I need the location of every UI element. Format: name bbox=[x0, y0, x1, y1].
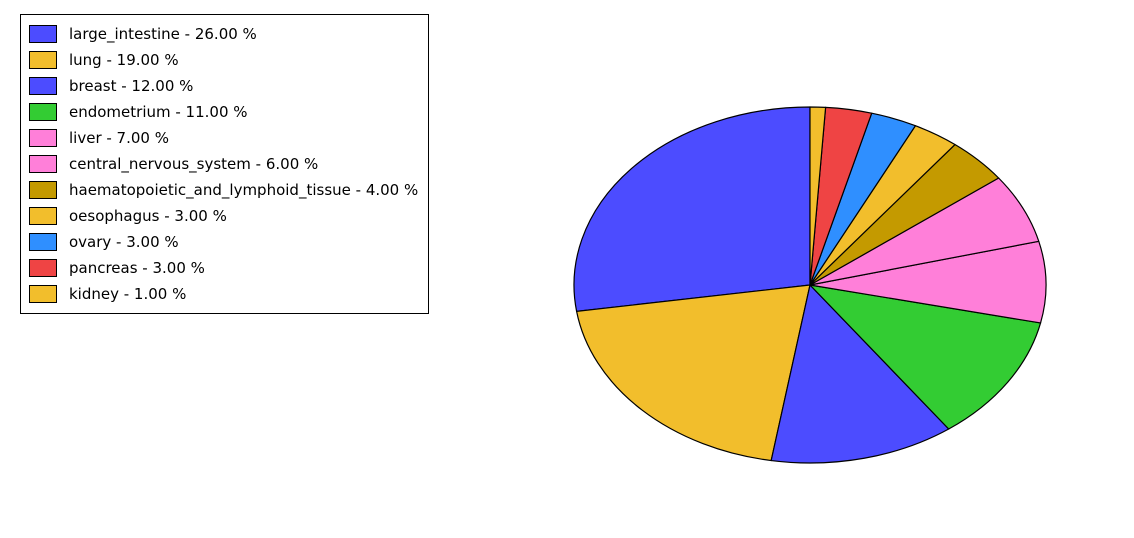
legend-row: oesophagus - 3.00 % bbox=[29, 203, 418, 229]
legend-label: kidney - 1.00 % bbox=[69, 285, 186, 303]
legend-swatch bbox=[29, 207, 57, 225]
legend-swatch bbox=[29, 259, 57, 277]
legend-row: endometrium - 11.00 % bbox=[29, 99, 418, 125]
legend-swatch bbox=[29, 129, 57, 147]
legend-swatch bbox=[29, 285, 57, 303]
legend-row: large_intestine - 26.00 % bbox=[29, 21, 418, 47]
legend-swatch bbox=[29, 51, 57, 69]
legend-row: ovary - 3.00 % bbox=[29, 229, 418, 255]
legend-row: pancreas - 3.00 % bbox=[29, 255, 418, 281]
pie-chart: 261912117643331 bbox=[560, 95, 1060, 475]
legend-row: lung - 19.00 % bbox=[29, 47, 418, 73]
legend-row: haematopoietic_and_lymphoid_tissue - 4.0… bbox=[29, 177, 418, 203]
legend-label: breast - 12.00 % bbox=[69, 77, 193, 95]
legend-swatch bbox=[29, 25, 57, 43]
legend-swatch bbox=[29, 155, 57, 173]
legend-label: endometrium - 11.00 % bbox=[69, 103, 248, 121]
legend-label: haematopoietic_and_lymphoid_tissue - 4.0… bbox=[69, 181, 418, 199]
legend-label: pancreas - 3.00 % bbox=[69, 259, 205, 277]
legend-row: liver - 7.00 % bbox=[29, 125, 418, 151]
legend-swatch bbox=[29, 181, 57, 199]
legend: large_intestine - 26.00 % lung - 19.00 % b… bbox=[20, 14, 429, 314]
legend-row: central_nervous_system - 6.00 % bbox=[29, 151, 418, 177]
legend-swatch bbox=[29, 103, 57, 121]
legend-label: large_intestine - 26.00 % bbox=[69, 25, 257, 43]
pie-slice-lung: 19 bbox=[577, 285, 810, 461]
legend-swatch bbox=[29, 233, 57, 251]
legend-label: lung - 19.00 % bbox=[69, 51, 179, 69]
legend-row: kidney - 1.00 % bbox=[29, 281, 418, 307]
legend-row: breast - 12.00 % bbox=[29, 73, 418, 99]
legend-label: liver - 7.00 % bbox=[69, 129, 169, 147]
legend-swatch bbox=[29, 77, 57, 95]
legend-label: central_nervous_system - 6.00 % bbox=[69, 155, 318, 173]
legend-label: oesophagus - 3.00 % bbox=[69, 207, 227, 225]
pie-slice-large_intestine: 26 bbox=[574, 107, 810, 311]
legend-label: ovary - 3.00 % bbox=[69, 233, 179, 251]
